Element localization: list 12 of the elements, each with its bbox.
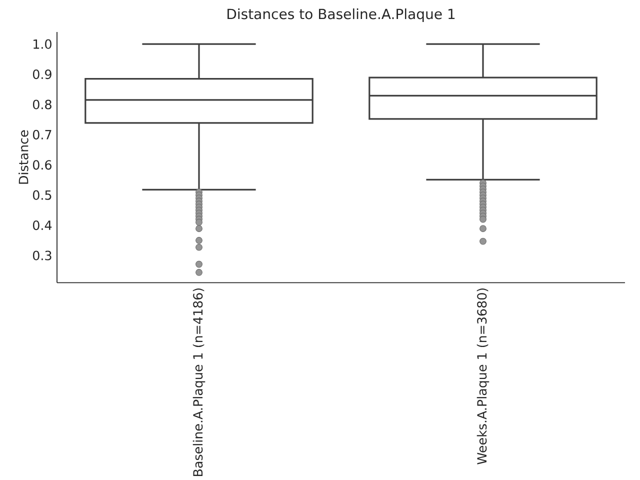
y-tick-label: 0.6 bbox=[32, 160, 52, 170]
y-axis-title: Distance bbox=[18, 130, 28, 184]
x-tick-label: Weeks.A.Plaque 1 (n=3680) bbox=[476, 288, 490, 464]
y-tick-label: 0.7 bbox=[32, 130, 52, 140]
y-tick-label: 0.3 bbox=[32, 250, 52, 260]
y-tick-label: 0.5 bbox=[32, 190, 52, 200]
y-tick-label: 0.8 bbox=[32, 100, 52, 110]
chart-title: Distances to Baseline.A.Plaque 1 bbox=[228, 8, 455, 22]
x-tick-label: Baseline.A.Plaque 1 (n=4186) bbox=[192, 288, 206, 476]
y-tick-label: 0.9 bbox=[32, 69, 52, 80]
y-tick-label: 1.0 bbox=[34, 39, 52, 49]
y-tick-label: 0.4 bbox=[32, 220, 52, 230]
